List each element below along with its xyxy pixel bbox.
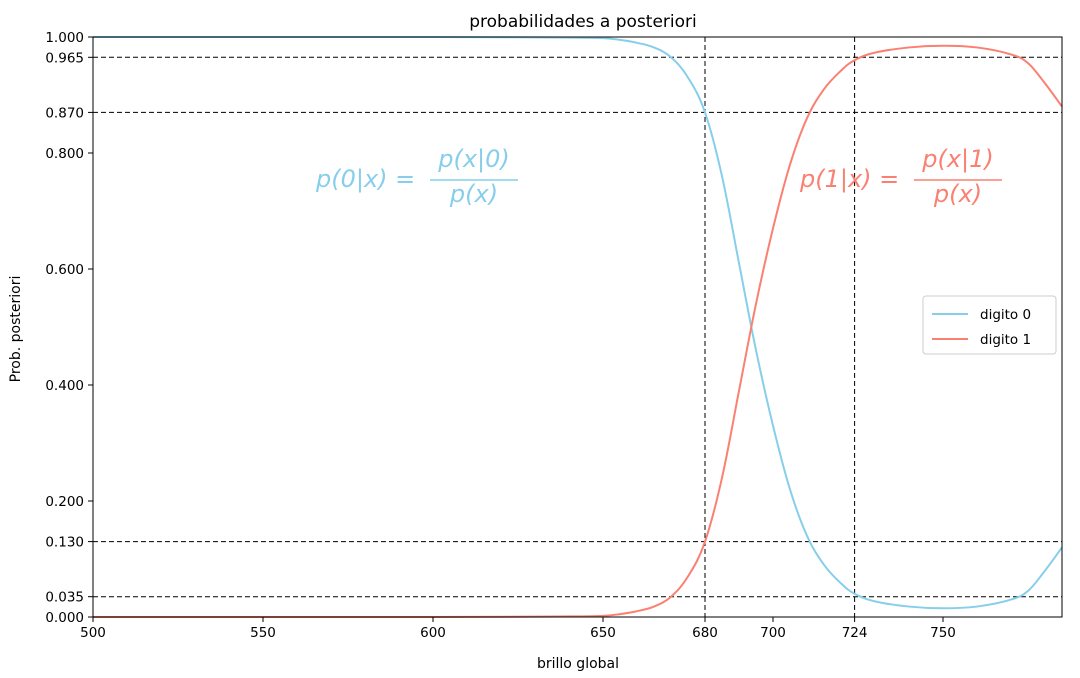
y-tick-label: 1.000 <box>45 30 84 46</box>
formula-denominator: p(x) <box>933 180 982 208</box>
y-tick-label: 0.870 <box>45 105 84 121</box>
formula-numerator: p(x|1) <box>921 145 994 173</box>
x-tick-label: 724 <box>842 625 868 641</box>
y-tick-label: 0.400 <box>45 378 84 394</box>
y-tick-label: 0.965 <box>45 50 84 66</box>
y-tick-label: 0.035 <box>45 590 84 606</box>
y-tick-label: 0.000 <box>45 610 84 626</box>
series-line-digito-0 <box>92 35 1063 610</box>
series-line-digito-1 <box>92 44 1063 619</box>
y-axis-label: Prob. posteriori <box>8 276 24 383</box>
posterior-formula-digit-0: p(0|x) = p(x|0) p(x) <box>315 145 518 208</box>
y-tick-label: 0.130 <box>45 535 84 551</box>
x-axis-label: brillo global <box>537 656 619 672</box>
x-tick-label: 680 <box>692 625 718 641</box>
formula-lhs: p(0|x) = <box>315 165 415 193</box>
chart-title: probabilidades a posteriori <box>469 12 697 32</box>
series-layer <box>92 35 1063 619</box>
y-axis-ticks: 0.000 0.035 0.130 0.200 0.400 0.600 0.800 0.870… <box>45 30 93 626</box>
plot-frame <box>92 36 1063 618</box>
x-tick-label: 700 <box>760 625 786 641</box>
legend: digito 0 digito 1 <box>922 295 1057 355</box>
y-tick-label: 0.600 <box>45 262 84 278</box>
x-tick-label: 600 <box>420 625 446 641</box>
reference-lines <box>93 37 1062 617</box>
legend-label-digito-0: digito 0 <box>980 307 1031 323</box>
y-tick-label: 0.200 <box>45 494 84 510</box>
x-tick-label: 750 <box>930 625 956 641</box>
legend-label-digito-1: digito 1 <box>980 332 1031 348</box>
y-tick-label: 0.800 <box>45 146 84 162</box>
formula-numerator: p(x|0) <box>437 145 510 173</box>
x-tick-label: 650 <box>590 625 616 641</box>
x-tick-label: 500 <box>80 625 106 641</box>
formula-lhs: p(1|x) = <box>799 165 899 193</box>
formula-denominator: p(x) <box>449 180 498 208</box>
posterior-formula-digit-1: p(1|x) = p(x|1) p(x) <box>799 145 1002 208</box>
x-tick-label: 550 <box>250 625 276 641</box>
x-axis-ticks: 500 550 600 650 680 700 724 750 <box>80 617 956 641</box>
